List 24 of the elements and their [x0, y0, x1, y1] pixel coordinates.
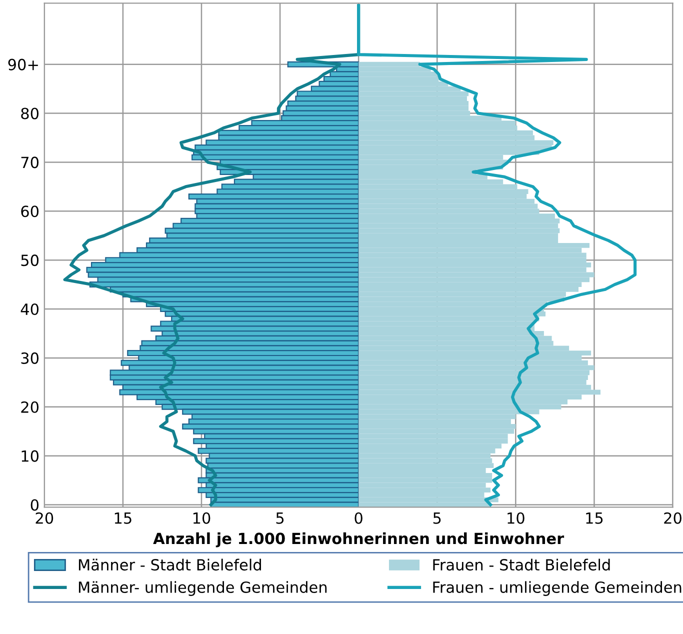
legend-label: Frauen - Stadt Bielefeld [433, 558, 610, 571]
y-tick-label: 80 [21, 108, 39, 120]
y-tick-label: 20 [21, 401, 39, 413]
y-tick-label: 60 [21, 206, 39, 218]
y-tick-label: 0 [30, 499, 39, 511]
x-tick-label: 0 [354, 512, 362, 524]
legend-label: Frauen - umliegende Gemeinden [433, 581, 682, 596]
y-tick-label: 50 [21, 254, 39, 266]
x-tick-label: 20 [36, 512, 54, 524]
x-tick-label: 10 [508, 512, 524, 524]
x-tick-label: 10 [193, 512, 210, 524]
legend-label: Männer - Stadt Bielefeld [78, 558, 261, 571]
x-axis-title: Anzahl je 1.000 Einwohnerinnen und Einwohner [153, 532, 564, 548]
y-tick-label: 30 [21, 352, 39, 364]
x-tick-label: 20 [664, 512, 682, 524]
y-tick-label: 90+ [8, 58, 38, 70]
y-tick-label: 40 [20, 303, 39, 316]
x-tick-label: 15 [114, 512, 132, 524]
legend-label: Männer- umliegende Gemeinden [78, 581, 327, 596]
y-tick-label: 10 [22, 450, 39, 462]
y-tick-label: 70 [21, 156, 39, 168]
x-tick-label: 5 [276, 512, 284, 524]
x-tick-label: 5 [433, 512, 441, 524]
x-tick-label: 15 [586, 512, 603, 524]
